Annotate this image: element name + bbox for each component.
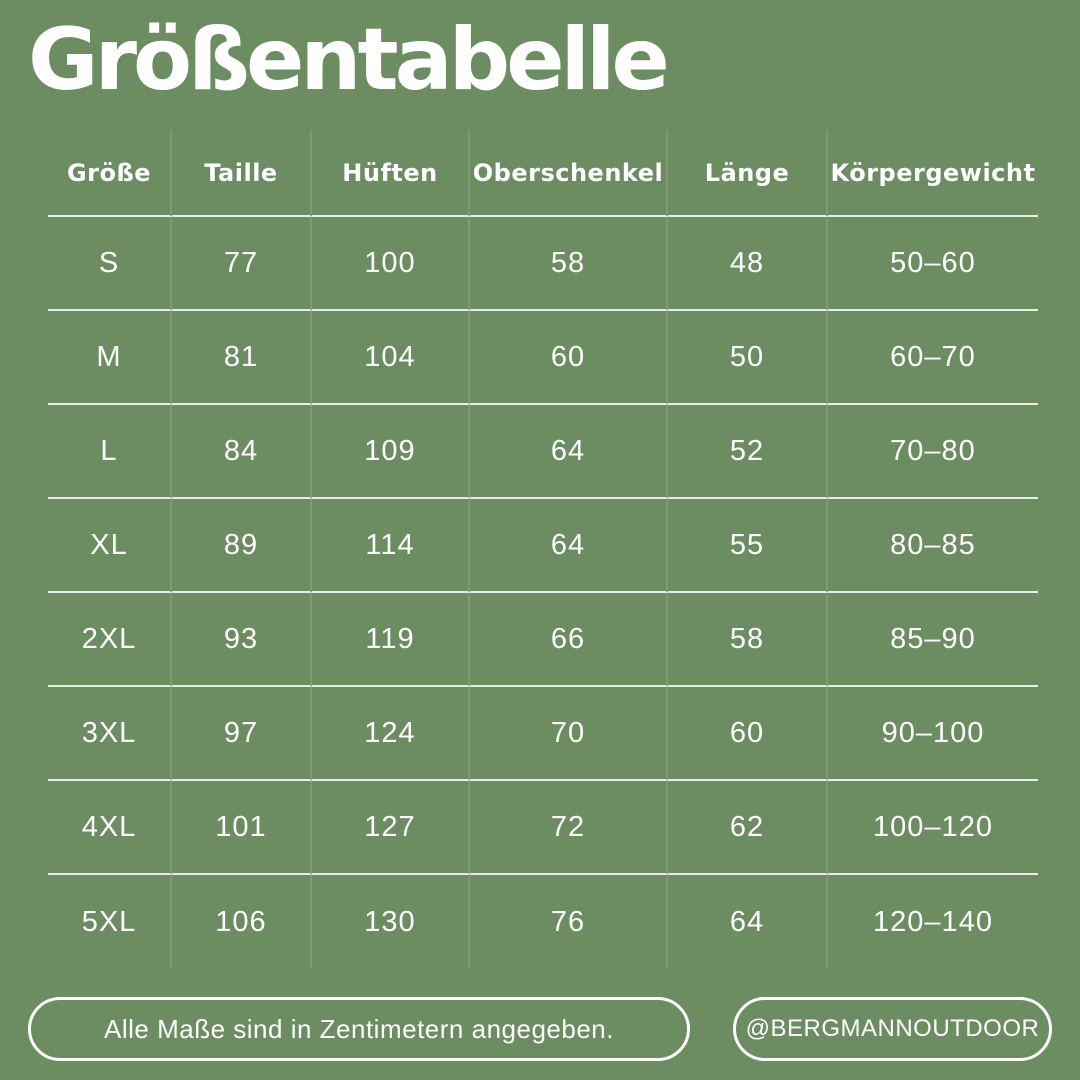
units-note-badge: Alle Maße sind in Zentimetern angegeben. bbox=[28, 997, 690, 1061]
table-cell: 90–100 bbox=[828, 687, 1038, 781]
table-cell: 55 bbox=[668, 499, 828, 593]
table-cell: 60–70 bbox=[828, 311, 1038, 405]
table-cell: 52 bbox=[668, 405, 828, 499]
table-cell: 80–85 bbox=[828, 499, 1038, 593]
table-cell: 48 bbox=[668, 217, 828, 311]
size-label: L bbox=[48, 405, 172, 499]
table-cell: 97 bbox=[172, 687, 312, 781]
size-label: M bbox=[48, 311, 172, 405]
brand-handle-badge: @BERGMANNOUTDOOR bbox=[733, 997, 1052, 1061]
size-label: 5XL bbox=[48, 875, 172, 969]
column-header-laenge: Länge bbox=[668, 130, 828, 217]
table-cell: 127 bbox=[312, 781, 470, 875]
brand-handle-text: @BERGMANNOUTDOOR bbox=[745, 1015, 1040, 1042]
size-label: 4XL bbox=[48, 781, 172, 875]
table-cell: 66 bbox=[470, 593, 668, 687]
table-cell: 72 bbox=[470, 781, 668, 875]
table-cell: 104 bbox=[312, 311, 470, 405]
table-cell: 93 bbox=[172, 593, 312, 687]
table-cell: 100–120 bbox=[828, 781, 1038, 875]
table-cell: 89 bbox=[172, 499, 312, 593]
table-cell: 101 bbox=[172, 781, 312, 875]
table-cell: 81 bbox=[172, 311, 312, 405]
column-header-hueften: Hüften bbox=[312, 130, 470, 217]
table-cell: 50 bbox=[668, 311, 828, 405]
column-header-taille: Taille bbox=[172, 130, 312, 217]
size-label: 2XL bbox=[48, 593, 172, 687]
table-cell: 64 bbox=[470, 499, 668, 593]
table-cell: 70–80 bbox=[828, 405, 1038, 499]
table-cell: 64 bbox=[470, 405, 668, 499]
table-cell: 100 bbox=[312, 217, 470, 311]
size-table: Größe Taille Hüften Oberschenkel Länge K… bbox=[48, 130, 1038, 969]
table-cell: 124 bbox=[312, 687, 470, 781]
column-header-oberschenkel: Oberschenkel bbox=[470, 130, 668, 217]
table-cell: 64 bbox=[668, 875, 828, 969]
page-title: Größentabelle bbox=[28, 10, 670, 110]
table-cell: 114 bbox=[312, 499, 470, 593]
size-label: 3XL bbox=[48, 687, 172, 781]
size-label: S bbox=[48, 217, 172, 311]
table-cell: 77 bbox=[172, 217, 312, 311]
table-cell: 85–90 bbox=[828, 593, 1038, 687]
table-cell: 58 bbox=[668, 593, 828, 687]
table-cell: 50–60 bbox=[828, 217, 1038, 311]
table-cell: 60 bbox=[668, 687, 828, 781]
column-header-groesse: Größe bbox=[48, 130, 172, 217]
table-cell: 130 bbox=[312, 875, 470, 969]
table-cell: 84 bbox=[172, 405, 312, 499]
table-cell: 60 bbox=[470, 311, 668, 405]
size-label: XL bbox=[48, 499, 172, 593]
table-cell: 76 bbox=[470, 875, 668, 969]
column-header-koerpergewicht: Körpergewicht bbox=[828, 130, 1038, 217]
table-cell: 119 bbox=[312, 593, 470, 687]
table-cell: 62 bbox=[668, 781, 828, 875]
table-cell: 106 bbox=[172, 875, 312, 969]
table-cell: 70 bbox=[470, 687, 668, 781]
units-note-text: Alle Maße sind in Zentimetern angegeben. bbox=[104, 1013, 614, 1044]
table-cell: 58 bbox=[470, 217, 668, 311]
table-cell: 120–140 bbox=[873, 905, 993, 938]
table-cell: 109 bbox=[312, 405, 470, 499]
